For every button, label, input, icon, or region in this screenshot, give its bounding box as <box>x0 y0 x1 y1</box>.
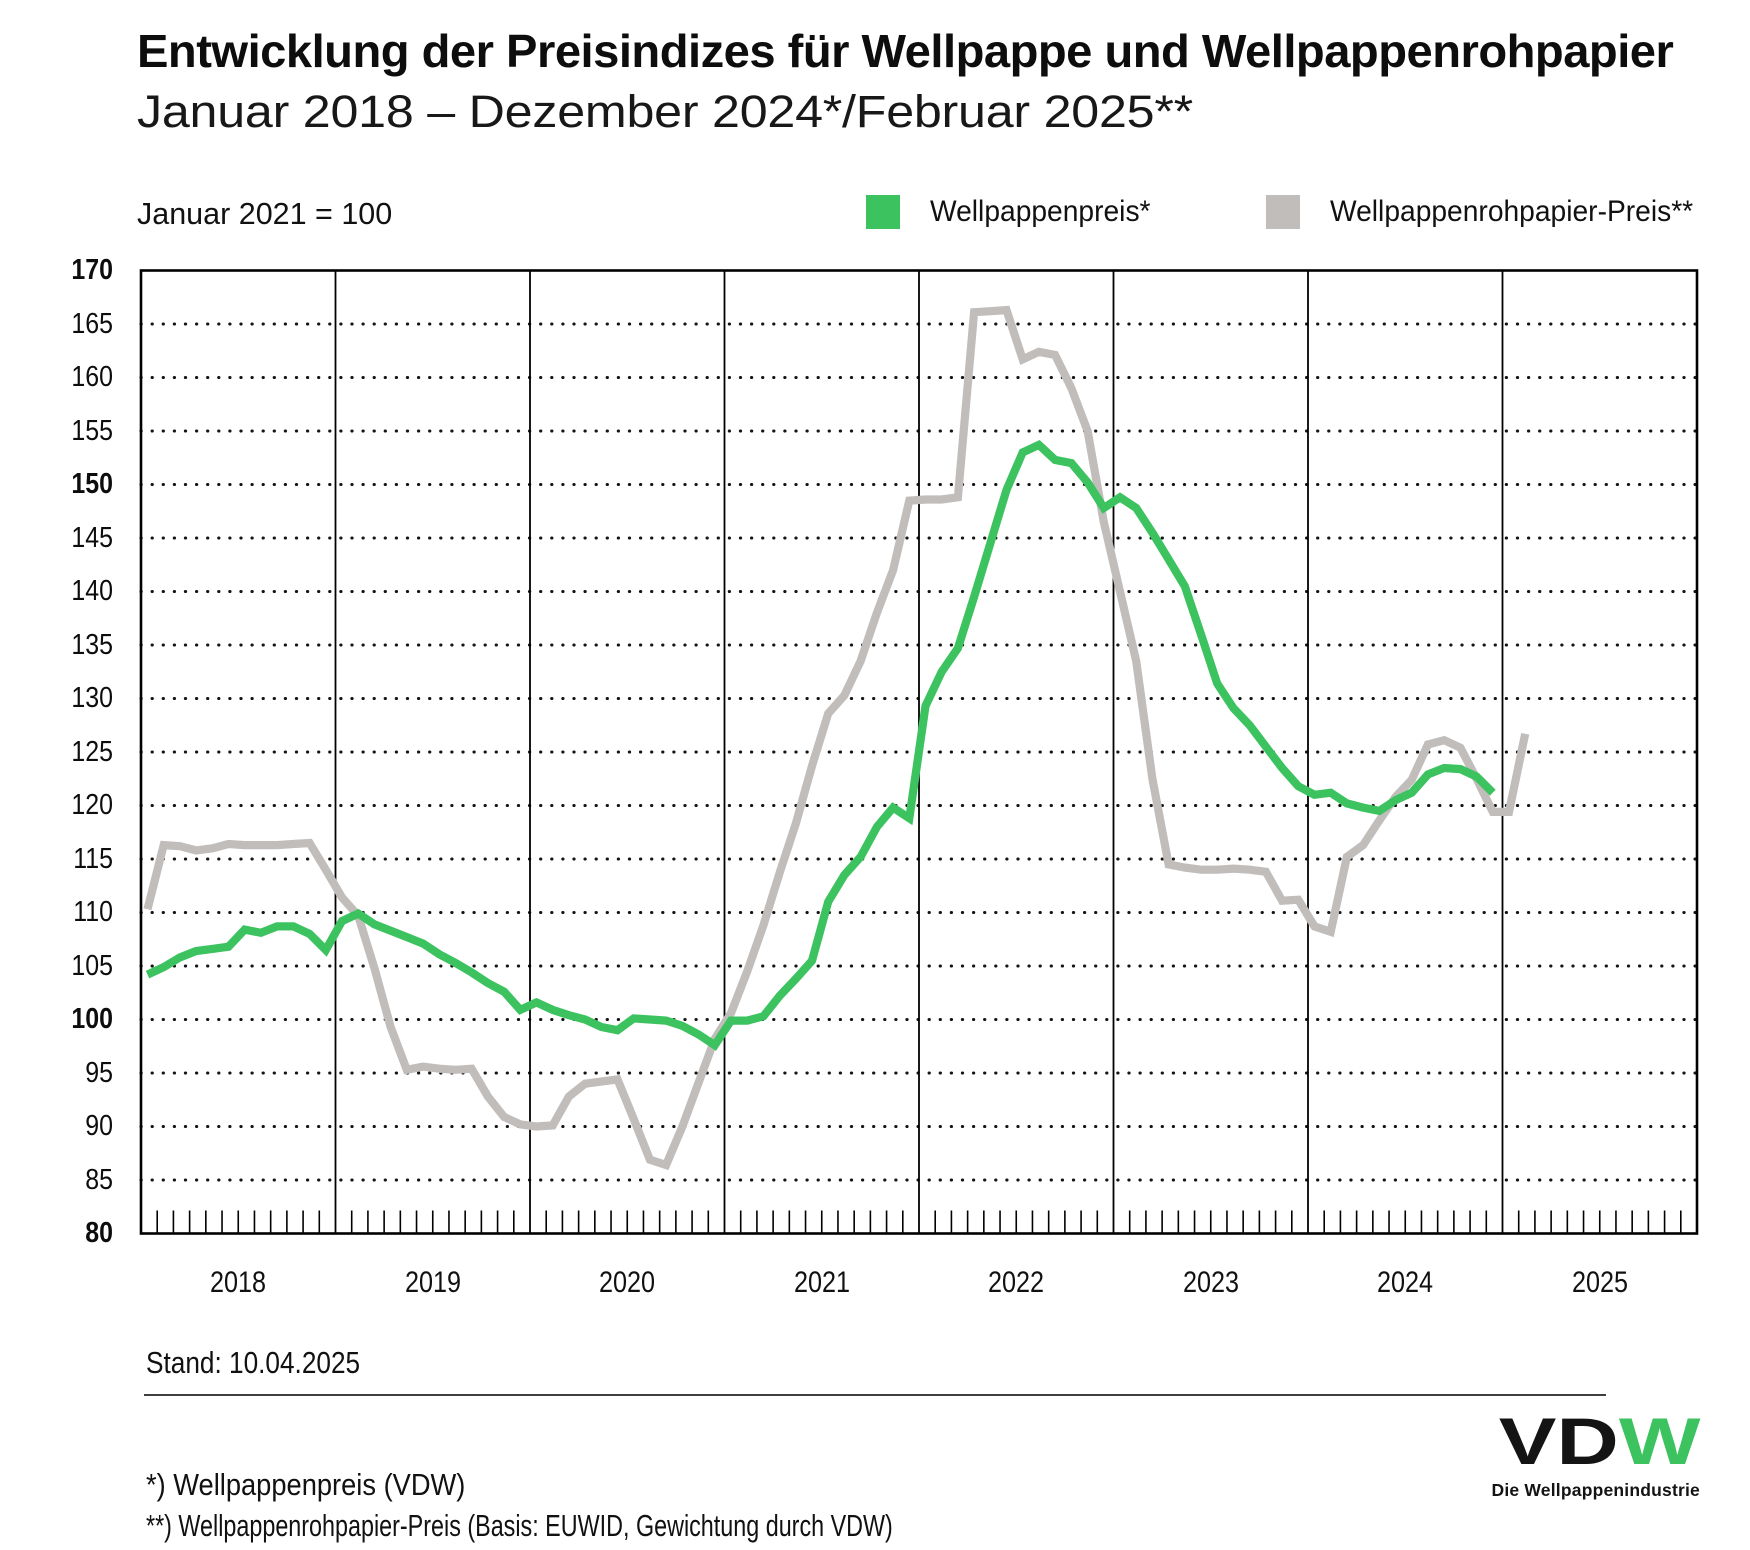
y-axis-label-125: 125 <box>71 735 113 768</box>
footer-divider <box>144 1394 1606 1396</box>
y-axis-label-160: 160 <box>71 361 113 393</box>
x-axis-label-2024: 2024 <box>1377 1266 1434 1299</box>
y-axis-label-85: 85 <box>85 1163 113 1196</box>
legend-item-wellpappenpreis: Wellpappenpreis* <box>866 195 1165 229</box>
y-axis-label-170: 170 <box>71 254 113 286</box>
y-axis-label-105: 105 <box>71 949 113 982</box>
legend-swatch-gray <box>1266 195 1300 229</box>
x-axis-label-2020: 2020 <box>599 1266 656 1299</box>
x-axis-label-2021: 2021 <box>793 1266 850 1299</box>
y-axis-label-145: 145 <box>71 521 113 554</box>
chart-title: Entwicklung der Preisindizes für Wellpap… <box>137 25 1674 77</box>
y-axis-label-95: 95 <box>85 1056 113 1089</box>
chart-subtitle: Januar 2018 – Dezember 2024*/Februar 202… <box>137 86 1193 137</box>
legend-swatch-green <box>866 195 900 229</box>
y-axis-label-140: 140 <box>71 575 113 607</box>
y-axis-label-80: 80 <box>85 1217 113 1249</box>
y-axis-label-90: 90 <box>85 1110 113 1142</box>
legend-label: Wellpappenpreis* <box>930 195 1151 228</box>
y-axis-label-115: 115 <box>73 842 113 875</box>
footnote-1: *) Wellpappenpreis (VDW) <box>146 1467 466 1502</box>
vdw-logo-w: W <box>1618 1404 1700 1478</box>
series-wellpappenrohpapier-preis <box>143 305 1530 1171</box>
vdw-logo-tagline: Die Wellpappenindustrie <box>1491 1480 1700 1500</box>
vdw-logo-word: VDW <box>1427 1408 1700 1474</box>
y-axis-label-165: 165 <box>71 307 113 340</box>
plot-border <box>139 269 1699 1235</box>
y-axis-label-110: 110 <box>73 896 113 928</box>
x-axis-label-2025: 2025 <box>1571 1266 1628 1299</box>
x-axis-label-2019: 2019 <box>404 1266 461 1299</box>
series-wellpappenpreis <box>145 440 1496 1051</box>
x-axis-label-2023: 2023 <box>1182 1266 1239 1299</box>
y-axis-label-150: 150 <box>71 468 113 500</box>
legend-label: Wellpappenrohpapier-Preis** <box>1330 195 1694 228</box>
y-axis-label-155: 155 <box>71 414 113 447</box>
x-axis-label-2022: 2022 <box>988 1266 1045 1299</box>
legend-item-wellpappenrohpapier-preis: Wellpappenrohpapier-Preis** <box>1266 195 1716 229</box>
x-axis-label-2018: 2018 <box>210 1266 267 1299</box>
y-axis-label-135: 135 <box>71 628 113 661</box>
vdw-logo: VDW Die Wellpappenindustrie <box>1491 1408 1700 1501</box>
index-base-note: Januar 2021 = 100 <box>137 197 393 231</box>
y-axis-label-130: 130 <box>71 682 113 714</box>
y-axis-label-100: 100 <box>71 1003 113 1035</box>
footnote-2: **) Wellpappenrohpapier-Preis (Basis: EU… <box>146 1508 893 1543</box>
vdw-logo-vd: VD <box>1498 1404 1619 1478</box>
status-date: Stand: 10.04.2025 <box>146 1345 361 1380</box>
footnotes: *) Wellpappenpreis (VDW) **) Wellpappenro… <box>146 1464 1138 1546</box>
y-axis-label-120: 120 <box>71 789 113 821</box>
